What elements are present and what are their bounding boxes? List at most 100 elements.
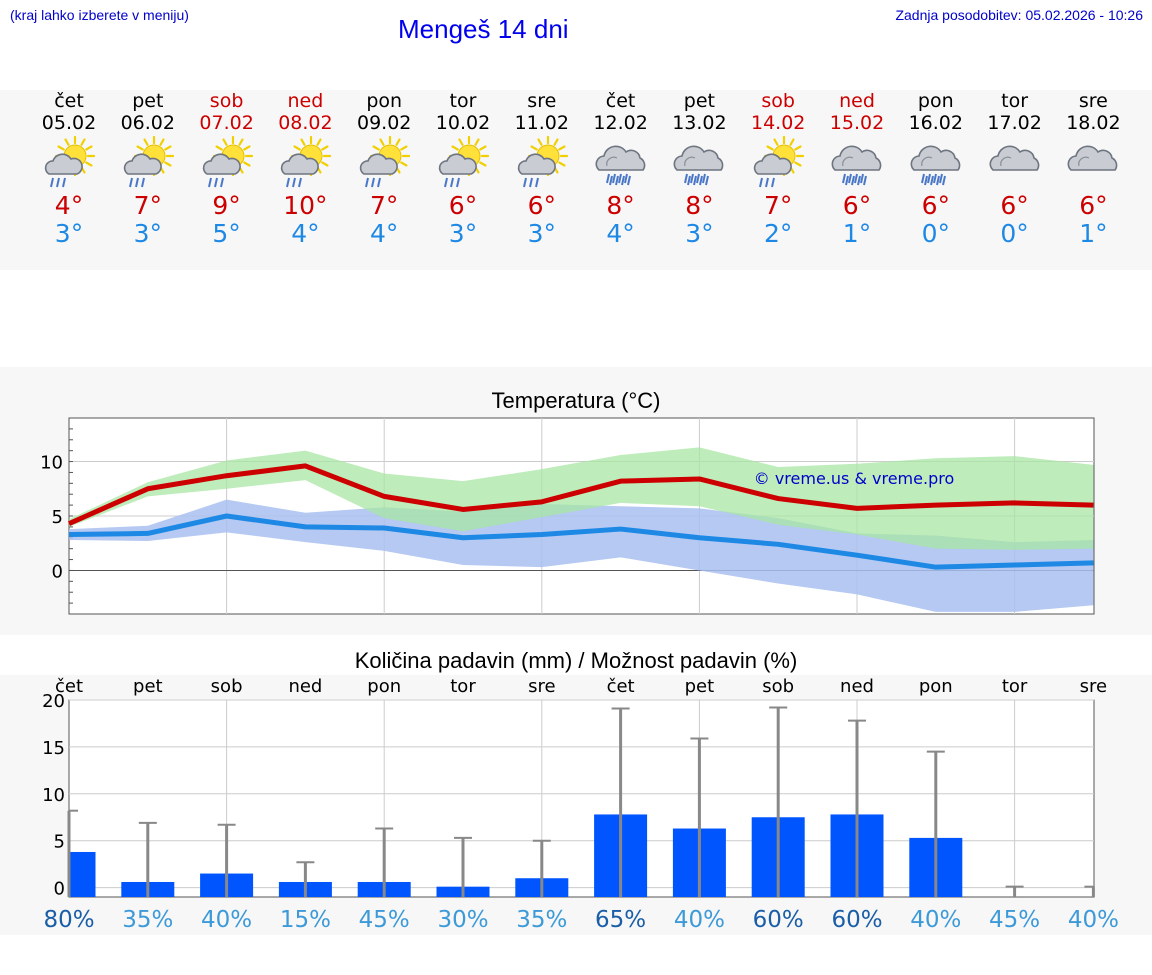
precip-chance-label: 65%: [595, 907, 646, 933]
precip-chance-label: 35%: [516, 907, 567, 933]
day-forecast: pon 09.02 7° 4°: [345, 90, 424, 248]
max-temp: 10°: [283, 191, 328, 220]
min-temp-line: [68, 513, 1094, 570]
max-temp: 6°: [1079, 191, 1108, 220]
max-temp: 7°: [369, 191, 399, 220]
last-updated: Zadnja posodobitev: 05.02.2026 - 10:26: [895, 7, 1143, 23]
day-date: 15.02: [829, 112, 885, 134]
sun-cloud-drizzle-icon: [517, 136, 568, 188]
day-name: sre: [1078, 90, 1108, 112]
precip-chance-label: 40%: [1068, 907, 1119, 933]
precip-y-tick-label: 5: [54, 832, 65, 853]
watermark: © vreme.us & vreme.pro: [754, 469, 955, 488]
min-temp: 4°: [291, 219, 320, 248]
max-temp: 6°: [921, 191, 950, 220]
precip-day-label: pet: [685, 676, 715, 697]
min-temp: 4°: [369, 219, 399, 248]
min-temp: 0°: [1000, 219, 1029, 248]
day-name: sob: [761, 90, 795, 112]
min-temp: 1°: [1079, 219, 1108, 248]
precip-chance-label: 60%: [753, 907, 804, 933]
precip-day-label: sob: [762, 676, 794, 697]
min-temp: 3°: [54, 219, 84, 248]
precip-chart-title: Količina padavin (mm) / Možnost padavin …: [354, 648, 798, 673]
min-temp: 3°: [527, 219, 556, 248]
cloud-rain-icon: [673, 145, 724, 186]
min-temp: 5°: [212, 219, 241, 248]
cloud-rain-icon: [831, 145, 882, 186]
precip-day-label: tor: [450, 676, 476, 697]
day-name: sob: [209, 90, 244, 112]
cloud-icon: [989, 145, 1039, 171]
precip-bar: [69, 851, 96, 897]
temperature-chart: 0 5 10 © vreme.us & vreme.pro: [40, 417, 1095, 615]
max-temp: 4°: [54, 191, 84, 220]
min-temp: 1°: [842, 219, 872, 248]
day-forecast: tor 17.02 6° 0°: [975, 90, 1054, 248]
sun-cloud-drizzle-icon: [123, 136, 174, 188]
day-name: sre: [527, 90, 557, 112]
precip-chance-label: 15%: [280, 907, 331, 933]
day-date: 18.02: [1066, 112, 1121, 134]
precip-chance-label: 60%: [831, 907, 882, 933]
day-forecast: sob 07.02 9° 5°: [187, 90, 266, 248]
sun-cloud-rain-icon: [754, 136, 805, 188]
precip-chance-label: 35%: [122, 907, 173, 933]
precip-day-label: pon: [919, 676, 953, 697]
precip-day-label: ned: [288, 676, 322, 697]
precip-y-tick-label: 15: [42, 738, 65, 759]
day-forecast: sre 18.02 6° 1°: [1054, 90, 1133, 248]
day-name: čet: [605, 90, 636, 112]
location-menu-hint[interactable]: (kraj lahko izberete v meniju): [10, 7, 189, 23]
day-date: 07.02: [199, 112, 254, 134]
temp-y-tick-label: 0: [52, 561, 63, 582]
max-temp: 6°: [1000, 191, 1029, 220]
precip-day-label: ned: [840, 676, 874, 697]
precip-chance-label: 80%: [43, 907, 94, 933]
precip-y-tick-label: 0: [54, 879, 65, 900]
sun-cloud-drizzle-icon: [202, 136, 253, 188]
precip-day-label: tor: [1002, 676, 1028, 697]
day-name: čet: [54, 90, 84, 112]
sun-cloud-drizzle-icon: [360, 136, 411, 188]
min-temp: 3°: [448, 219, 478, 248]
day-forecast: pon 16.02 6° 0°: [896, 90, 975, 248]
day-forecast: ned 15.02 6° 1°: [818, 90, 897, 248]
precip-chance-label: 40%: [910, 907, 961, 933]
day-date: 09.02: [356, 112, 412, 134]
day-forecast: sre 11.02 6° 3°: [502, 90, 581, 248]
precip-day-label: sob: [211, 676, 243, 697]
day-date: 06.02: [120, 112, 175, 134]
min-temp: 0°: [921, 219, 950, 248]
page-title: Mengeš 14 dni: [398, 14, 569, 44]
sun-cloud-drizzle-icon: [438, 136, 490, 188]
precip-day-label: pon: [367, 676, 401, 697]
day-name: pet: [132, 90, 164, 112]
min-temp: 3°: [133, 219, 162, 248]
min-temp: 4°: [606, 219, 635, 248]
max-temp-line: [67, 463, 1094, 526]
day-forecast: pet 06.02 7° 3°: [108, 90, 187, 248]
max-temp: 8°: [606, 191, 635, 220]
day-date: 08.02: [278, 112, 333, 134]
precip-day-label: čet: [55, 676, 83, 697]
day-forecast: tor 10.02 6° 3°: [424, 90, 503, 248]
max-temp: 9°: [212, 191, 241, 220]
precip-day-label: čet: [607, 676, 635, 697]
day-date: 05.02: [41, 112, 97, 134]
precip-chance-label: 30%: [437, 907, 488, 933]
max-temp: 6°: [448, 191, 478, 220]
day-date: 10.02: [435, 112, 491, 134]
precip-day-label: pet: [133, 676, 163, 697]
min-temp: 3°: [685, 219, 714, 248]
min-temp: 2°: [763, 219, 793, 248]
day-name: pon: [366, 90, 403, 112]
day-name: pon: [917, 90, 954, 112]
cloud-rain-icon: [595, 145, 645, 186]
day-forecast: ned 08.02 10° 4°: [266, 90, 345, 248]
day-forecast: čet 05.02 4° 3°: [30, 90, 109, 248]
day-name: tor: [1001, 90, 1029, 112]
day-date: 13.02: [672, 112, 727, 134]
max-temp: 6°: [527, 191, 556, 220]
